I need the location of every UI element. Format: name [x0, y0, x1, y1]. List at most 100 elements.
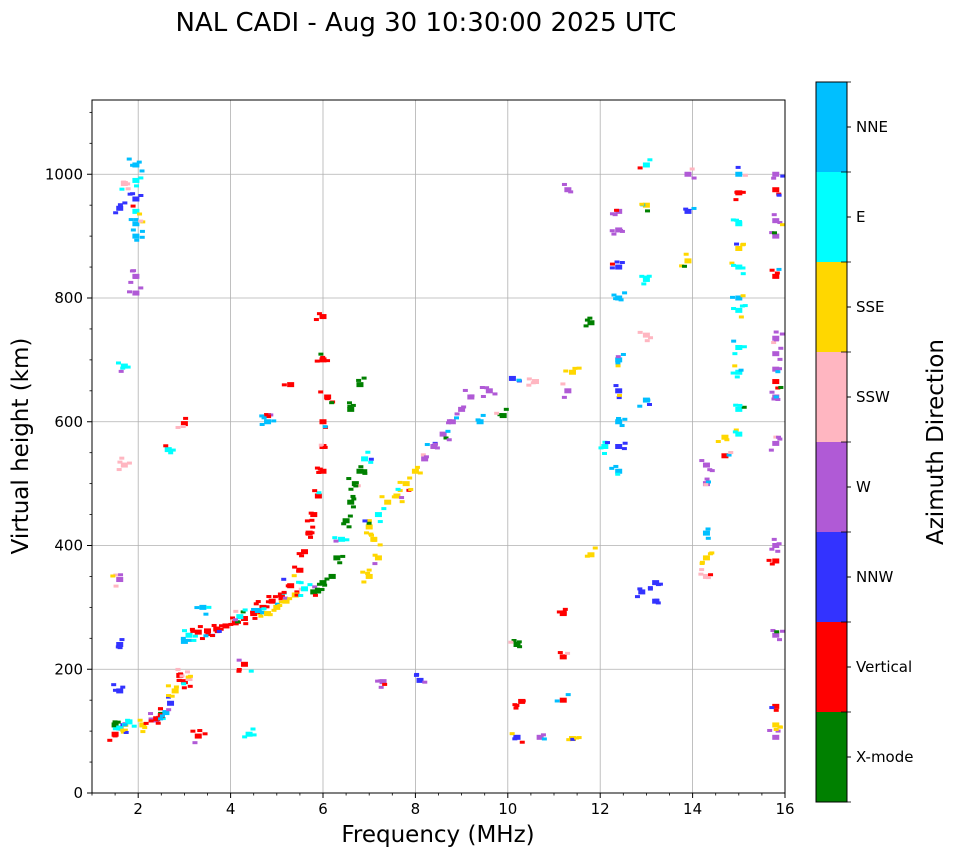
- data-point: [117, 646, 123, 650]
- data-point: [769, 268, 775, 272]
- data-point: [741, 405, 747, 409]
- data-point: [621, 447, 627, 451]
- data-point: [137, 212, 143, 216]
- data-marks: [107, 157, 786, 745]
- data-point: [185, 675, 191, 679]
- data-point: [738, 368, 744, 372]
- data-point: [702, 530, 710, 536]
- data-point: [245, 731, 253, 737]
- data-point: [176, 678, 182, 682]
- data-point: [120, 685, 126, 689]
- data-point: [113, 573, 119, 577]
- data-point: [615, 388, 623, 394]
- data-point: [299, 554, 305, 558]
- data-point: [734, 242, 740, 246]
- data-point: [308, 535, 314, 539]
- data-point: [393, 493, 401, 499]
- data-point: [328, 573, 334, 577]
- data-point: [184, 670, 190, 674]
- data-point: [732, 364, 738, 368]
- data-point: [381, 507, 387, 511]
- data-point: [777, 725, 783, 729]
- data-point: [368, 457, 374, 461]
- data-point: [138, 219, 144, 223]
- data-point: [639, 202, 645, 206]
- data-point: [777, 367, 783, 371]
- data-point: [738, 315, 744, 319]
- data-point: [424, 443, 430, 447]
- data-point: [272, 595, 278, 599]
- data-point: [615, 472, 621, 476]
- data-point: [157, 707, 163, 711]
- data-point: [775, 386, 781, 390]
- data-point: [559, 654, 567, 660]
- data-point: [181, 682, 187, 686]
- data-point: [715, 440, 721, 444]
- data-point: [775, 398, 781, 402]
- data-point: [648, 336, 654, 340]
- data-point: [125, 718, 131, 722]
- data-point: [282, 598, 290, 604]
- data-point: [613, 384, 619, 388]
- data-point: [361, 376, 367, 380]
- data-point: [512, 703, 518, 707]
- data-point: [130, 204, 136, 208]
- colorbar-tick-label: NNE: [856, 118, 888, 136]
- data-point: [776, 267, 782, 271]
- data-point: [740, 190, 746, 194]
- data-point: [422, 680, 428, 684]
- data-point: [462, 388, 468, 392]
- data-point: [180, 679, 188, 685]
- data-point: [620, 352, 626, 356]
- data-point: [772, 703, 780, 709]
- data-point: [117, 203, 123, 207]
- data-point: [310, 525, 316, 529]
- data-point: [772, 171, 780, 177]
- data-point: [416, 677, 424, 683]
- data-point: [562, 607, 568, 611]
- data-point: [735, 295, 743, 301]
- data-point: [434, 446, 440, 450]
- colorbar-segment: [816, 262, 847, 352]
- data-point: [192, 741, 198, 745]
- data-point: [232, 618, 238, 622]
- data-point: [112, 727, 118, 731]
- data-point: [729, 261, 735, 265]
- data-point: [362, 519, 368, 523]
- data-point: [350, 494, 356, 498]
- data-point: [681, 264, 687, 268]
- data-point: [691, 206, 697, 210]
- data-point: [180, 636, 186, 640]
- data-point: [168, 451, 174, 455]
- data-point: [508, 375, 516, 381]
- data-point: [771, 397, 777, 401]
- data-point: [322, 445, 328, 449]
- data-point: [181, 686, 187, 690]
- data-point: [777, 221, 783, 225]
- data-point: [148, 719, 154, 723]
- data-point: [140, 730, 146, 734]
- data-point: [780, 629, 786, 633]
- data-point: [583, 324, 589, 328]
- data-point: [122, 723, 128, 727]
- colorbar-segment: [816, 622, 847, 712]
- data-point: [375, 679, 381, 683]
- data-point: [346, 477, 352, 481]
- colorbar-tick-label: SSE: [856, 298, 885, 316]
- data-point: [125, 719, 133, 725]
- data-point: [480, 394, 486, 398]
- data-point: [565, 651, 571, 655]
- data-point: [733, 403, 739, 407]
- data-point: [240, 661, 248, 667]
- data-point: [287, 597, 293, 601]
- data-point: [772, 366, 780, 372]
- data-point: [110, 574, 116, 578]
- data-point: [737, 403, 743, 407]
- data-point: [563, 369, 569, 373]
- data-point: [167, 700, 175, 706]
- data-point: [252, 616, 258, 620]
- data-point: [134, 184, 140, 188]
- data-point: [609, 266, 615, 270]
- data-point: [652, 580, 660, 586]
